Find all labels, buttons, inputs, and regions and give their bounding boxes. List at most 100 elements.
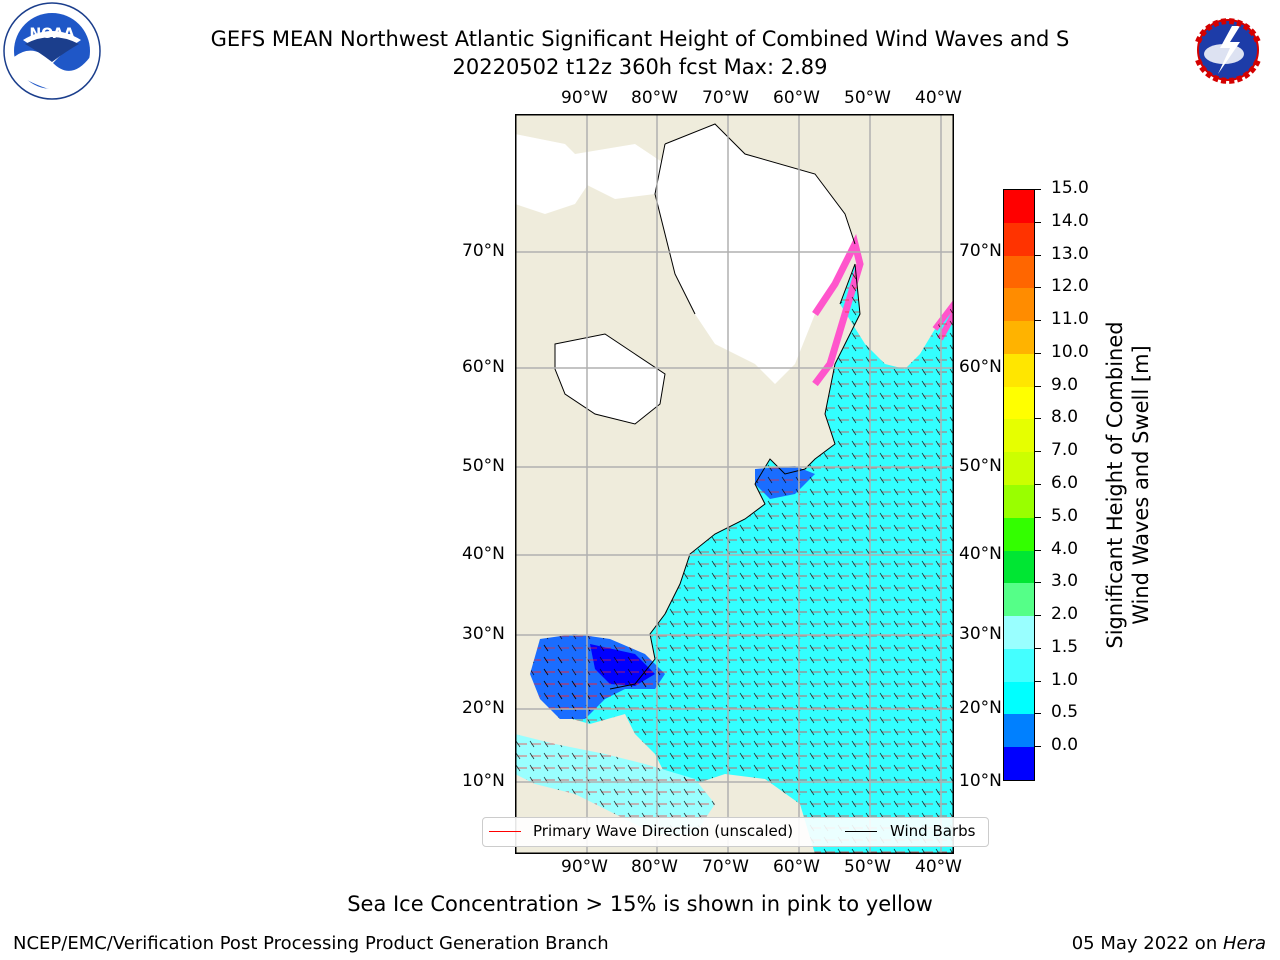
colorbar-tick-label: 15.0 (1051, 178, 1089, 198)
colorbar-tick-label: 12.0 (1051, 276, 1089, 297)
colorbar-tick-mark (1035, 582, 1041, 584)
lon-label-top-40w: 40°W (915, 88, 962, 108)
colorbar-segment (1004, 681, 1034, 715)
colorbar-tick-mark (1035, 713, 1041, 715)
wave-direction-legend-swatch (489, 831, 521, 832)
lat-label-left-20n: 20°N (462, 698, 505, 718)
colorbar-tick-mark (1035, 647, 1041, 649)
lon-label-bottom-40w: 40°W (915, 857, 962, 877)
wave-direction-legend-label: Primary Wave Direction (unscaled) (533, 822, 794, 840)
colorbar-tick-label: 1.0 (1051, 669, 1079, 690)
nws-logo (1182, 4, 1274, 96)
colorbar-tick-label: 1.5 (1051, 636, 1079, 657)
colorbar-tick-label: 5.0 (1051, 505, 1079, 526)
colorbar-tick-label: 0.0 (1051, 735, 1079, 756)
lon-label-bottom-60w: 60°W (773, 857, 820, 877)
colorbar-tick-mark (1035, 615, 1041, 617)
lat-label-left-60n: 60°N (462, 357, 505, 377)
colorbar-tick-mark (1035, 385, 1041, 387)
lon-label-top-90w: 90°W (561, 88, 608, 108)
colorbar-tick-label: 2.0 (1051, 604, 1079, 625)
colorbar-segment (1004, 190, 1034, 224)
page-title: GEFS MEAN Northwest Atlantic Significant… (210, 27, 1070, 51)
colorbar-tick-label: 13.0 (1051, 243, 1089, 264)
machine-name: Hera (1222, 933, 1266, 954)
colorbar-tick-mark (1035, 484, 1041, 485)
colorbar-segment (1004, 321, 1034, 355)
run-date: 05 May 2022 on Hera (1072, 933, 1266, 954)
colorbar-tick-label: 10.0 (1051, 341, 1089, 362)
credit-text: NCEP/EMC/Verification Post Processing Pr… (13, 933, 609, 954)
noaa-logo: NOAA (3, 2, 101, 100)
map-panel (515, 114, 954, 854)
noaa-logo-text: NOAA (30, 26, 75, 42)
wind-barbs-legend-swatch (845, 831, 877, 832)
lat-label-right-50n: 50°N (959, 456, 1002, 476)
lat-label-left-40n: 40°N (462, 544, 505, 564)
colorbar-tick-label: 4.0 (1051, 538, 1079, 559)
colorbar-tick-mark (1035, 189, 1041, 190)
lon-label-bottom-70w: 70°W (702, 857, 749, 877)
colorbar-segment (1004, 386, 1034, 420)
colorbar-label-line2: Wind Waves and Swell [m] (1129, 345, 1153, 625)
arctic-white-region (655, 124, 855, 384)
lat-label-left-50n: 50°N (462, 456, 505, 476)
lat-label-left-10n: 10°N (462, 771, 505, 791)
colorbar-label-line1: Significant Height of Combined (1103, 321, 1127, 649)
colorbar-segment (1004, 222, 1034, 257)
colorbar-segment (1004, 255, 1034, 289)
colorbar-tick-label: 6.0 (1051, 473, 1079, 493)
colorbar-segment (1004, 648, 1034, 683)
colorbar-tick-label: 7.0 (1051, 440, 1079, 461)
lat-label-right-60n: 60°N (959, 357, 1002, 377)
lon-label-bottom-80w: 80°W (631, 857, 678, 877)
lon-label-bottom-50w: 50°W (844, 857, 891, 877)
lat-label-right-10n: 10°N (959, 771, 1002, 791)
lat-label-left-70n: 70°N (462, 241, 505, 261)
lat-label-left-30n: 30°N (462, 624, 505, 644)
colorbar-tick-mark (1035, 287, 1041, 289)
colorbar-tick-mark (1035, 221, 1041, 223)
run-date-text: 05 May 2022 on (1071, 933, 1223, 954)
colorbar-tick-label: 3.0 (1051, 571, 1079, 592)
colorbar-segment (1004, 583, 1034, 617)
graticule (515, 114, 954, 854)
colorbar-segment (1004, 419, 1034, 453)
lat-label-right-40n: 40°N (959, 544, 1002, 564)
colorbar-tick-mark (1035, 746, 1041, 748)
colorbar-tick-label: 9.0 (1051, 374, 1079, 395)
lat-label-right-30n: 30°N (959, 624, 1002, 644)
colorbar-tick-mark (1035, 680, 1041, 682)
lat-label-right-20n: 20°N (959, 698, 1002, 718)
colorbar-tick-mark (1035, 451, 1041, 453)
colorbar-tick-label: 11.0 (1051, 309, 1089, 330)
lon-label-top-70w: 70°W (702, 88, 749, 108)
colorbar-tick-label: 8.0 (1051, 407, 1079, 428)
colorbar-tick-label: 0.5 (1051, 702, 1079, 723)
lon-label-top-60w: 60°W (773, 88, 820, 108)
colorbar-segment (1004, 485, 1034, 519)
page-subtitle: 20220502 t12z 360h fcst Max: 2.89 (452, 55, 828, 79)
colorbar-segment (1004, 353, 1034, 388)
lon-label-top-80w: 80°W (631, 88, 678, 108)
colorbar-label: Significant Height of Combined Wind Wave… (1102, 265, 1154, 705)
map-legend: Primary Wave Direction (unscaled) Wind B… (482, 817, 989, 847)
lat-label-right-70n: 70°N (959, 241, 1002, 261)
lon-label-top-50w: 50°W (844, 88, 891, 108)
colorbar-tick-label: 14.0 (1051, 210, 1089, 231)
colorbar-tick-mark (1035, 352, 1041, 354)
colorbar-segment (1004, 288, 1034, 322)
colorbar-tick-mark (1035, 418, 1041, 420)
colorbar-segment (1004, 452, 1034, 486)
colorbar-segment (1004, 550, 1034, 584)
colorbar-tick-mark (1035, 516, 1041, 518)
colorbar-segment (1004, 747, 1034, 781)
colorbar-segment (1004, 616, 1034, 650)
wind-barbs-legend-label: Wind Barbs (890, 822, 976, 840)
lon-label-bottom-90w: 90°W (561, 857, 608, 877)
colorbar-tick-mark (1035, 320, 1041, 322)
colorbar-tick-mark (1035, 549, 1041, 551)
sea-ice-note: Sea Ice Concentration > 15% is shown in … (347, 892, 933, 916)
colorbar-segment (1004, 517, 1034, 552)
colorbar-segment (1004, 714, 1034, 748)
